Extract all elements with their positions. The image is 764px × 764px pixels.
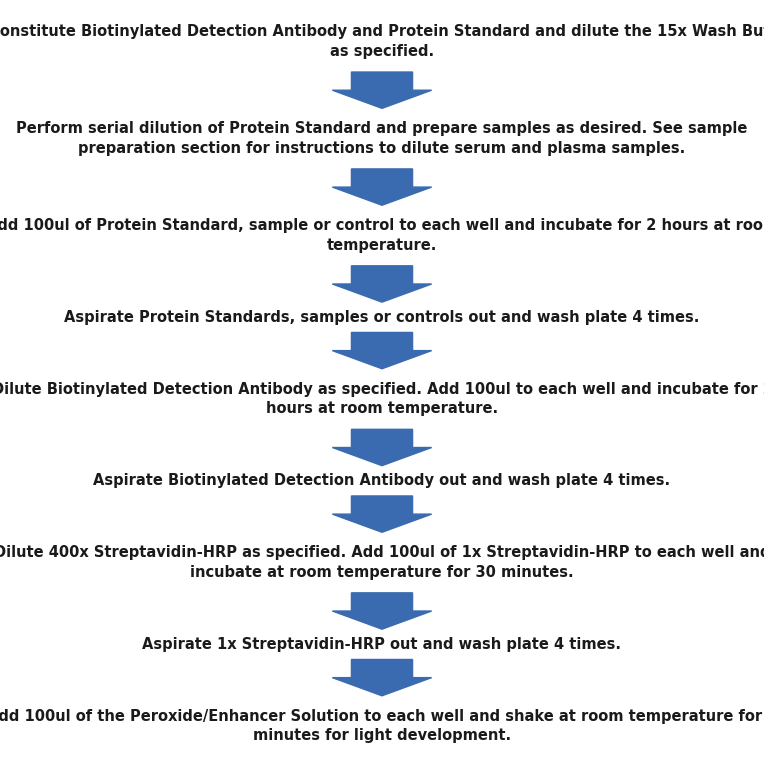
Polygon shape [332, 429, 432, 466]
Text: Aspirate 1x Streptavidin-HRP out and wash plate 4 times.: Aspirate 1x Streptavidin-HRP out and was… [143, 637, 621, 652]
Text: Reconstitute Biotinylated Detection Antibody and Protein Standard and dilute the: Reconstitute Biotinylated Detection Anti… [0, 24, 764, 59]
Text: Dilute Biotinylated Detection Antibody as specified. Add 100ul to each well and : Dilute Biotinylated Detection Antibody a… [0, 382, 764, 416]
Text: Perform serial dilution of Protein Standard and prepare samples as desired. See : Perform serial dilution of Protein Stand… [16, 121, 748, 156]
Text: Dilute 400x Streptavidin-HRP as specified. Add 100ul of 1x Streptavidin-HRP to e: Dilute 400x Streptavidin-HRP as specifie… [0, 545, 764, 580]
Text: Aspirate Protein Standards, samples or controls out and wash plate 4 times.: Aspirate Protein Standards, samples or c… [64, 309, 700, 325]
Polygon shape [332, 169, 432, 206]
Polygon shape [332, 659, 432, 696]
Polygon shape [332, 72, 432, 108]
Text: Add 100ul of Protein Standard, sample or control to each well and incubate for 2: Add 100ul of Protein Standard, sample or… [0, 219, 764, 253]
Polygon shape [332, 332, 432, 369]
Polygon shape [332, 496, 432, 533]
Polygon shape [332, 593, 432, 630]
Text: Aspirate Biotinylated Detection Antibody out and wash plate 4 times.: Aspirate Biotinylated Detection Antibody… [93, 474, 671, 488]
Polygon shape [332, 266, 432, 302]
Text: Add 100ul of the Peroxide/Enhancer Solution to each well and shake at room tempe: Add 100ul of the Peroxide/Enhancer Solut… [0, 709, 764, 743]
